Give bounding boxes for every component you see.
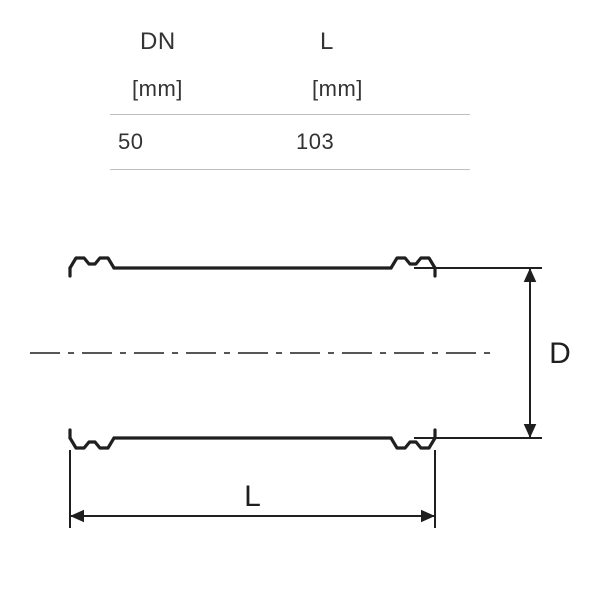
col-unit-dn: [mm] xyxy=(110,76,290,102)
cell-dn: 50 xyxy=(110,129,288,155)
table-header-row: DN L xyxy=(110,28,470,76)
col-header-dn: DN xyxy=(110,28,290,56)
table-row: 50 103 xyxy=(110,115,470,170)
svg-text:D: D xyxy=(549,337,571,370)
col-header-l: L xyxy=(290,28,470,56)
coupling-diagram: LD xyxy=(0,230,600,590)
col-unit-l: [mm] xyxy=(290,76,470,102)
table-unit-row: [mm] [mm] xyxy=(110,76,470,115)
cell-l: 103 xyxy=(288,129,466,155)
svg-text:L: L xyxy=(244,480,261,513)
dimension-table: DN L [mm] [mm] 50 103 xyxy=(110,28,470,170)
